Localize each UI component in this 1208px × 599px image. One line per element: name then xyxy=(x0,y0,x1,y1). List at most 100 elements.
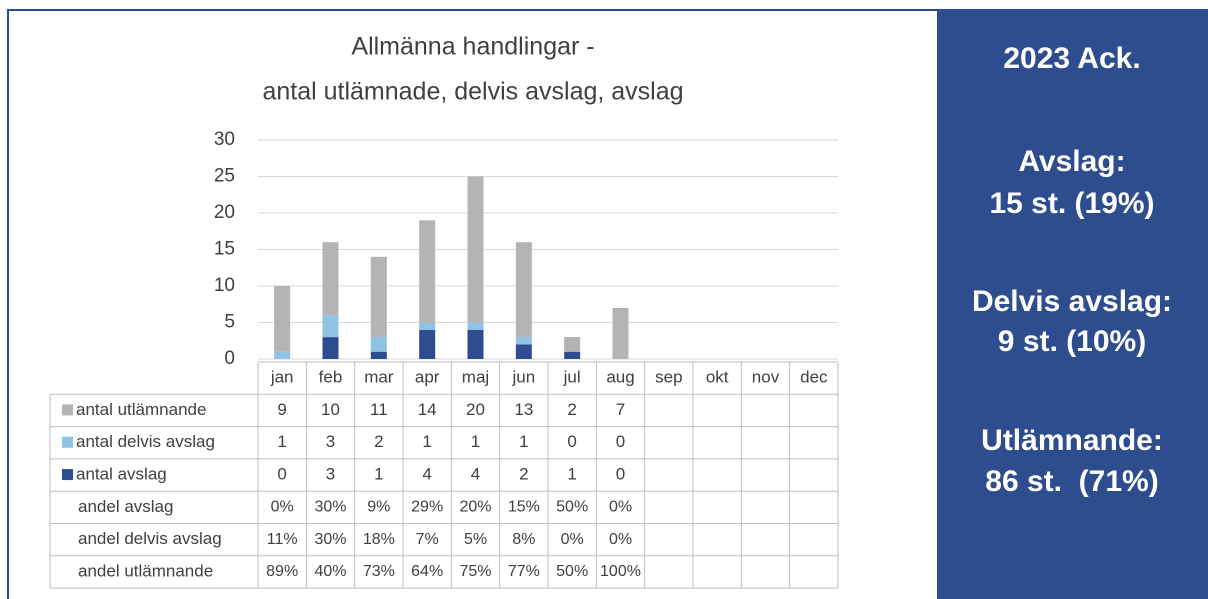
sidebar-value: 9 st. (10%) xyxy=(998,325,1146,358)
sidebar-label: Avslag: xyxy=(1018,145,1125,178)
y-tick-label: 10 xyxy=(214,275,235,296)
table-cell: 1 xyxy=(374,465,383,484)
table-cell: 9% xyxy=(367,499,390,516)
table-cell: 30% xyxy=(314,499,346,516)
y-tick-label: 5 xyxy=(224,312,235,333)
bar xyxy=(612,307,629,359)
bar xyxy=(564,337,581,352)
legend-swatch xyxy=(62,436,73,448)
x-tick-label: maj xyxy=(462,368,489,387)
sidebar-label: Utlämnande: xyxy=(981,424,1163,457)
sidebar-value: 86 st. (71%) xyxy=(985,465,1158,498)
x-tick-label: jun xyxy=(511,368,535,387)
table-cell: 100% xyxy=(600,563,641,580)
table-cell: 77% xyxy=(508,563,540,580)
table-cell: 50% xyxy=(556,563,588,580)
table-cell: 0% xyxy=(271,499,294,516)
row-label: andel utlämnande xyxy=(78,561,213,580)
table-cell: 13 xyxy=(514,400,533,419)
bar xyxy=(322,242,339,316)
legend-label: antal delvis avslag xyxy=(76,432,215,451)
table-cell: 1 xyxy=(471,432,480,451)
y-tick-label: 0 xyxy=(224,348,235,369)
chart-title: Allmänna handlingar - xyxy=(351,33,594,61)
table-cell: 11 xyxy=(370,400,388,419)
table-cell: 15% xyxy=(508,499,540,516)
row-label: andel delvis avslag xyxy=(78,529,222,548)
row-label: andel avslag xyxy=(78,497,173,516)
table-cell: 89% xyxy=(266,563,298,580)
x-tick-label: jan xyxy=(270,368,294,387)
table-cell: 2 xyxy=(519,465,528,484)
table-cell: 4 xyxy=(422,465,431,484)
table-cell: 0 xyxy=(277,465,286,484)
table-cell: 20% xyxy=(459,499,491,516)
table-cell: 10 xyxy=(321,400,340,419)
sidebar-value: 15 st. (19%) xyxy=(989,187,1154,220)
sidebar xyxy=(937,10,1208,599)
table-cell: 0% xyxy=(561,531,584,548)
y-tick-label: 25 xyxy=(214,166,235,187)
table-cell: 7 xyxy=(616,400,625,419)
x-tick-label: aug xyxy=(606,368,634,387)
x-tick-label: nov xyxy=(752,368,780,387)
y-tick-label: 30 xyxy=(214,129,235,150)
bar xyxy=(419,322,436,330)
x-tick-label: mar xyxy=(364,368,394,387)
bar xyxy=(322,315,339,338)
bar xyxy=(274,286,291,352)
table-cell: 0 xyxy=(616,432,625,451)
table-cell: 75% xyxy=(459,563,491,580)
table-cell: 1 xyxy=(519,432,528,451)
y-tick-label: 15 xyxy=(214,239,235,260)
bar xyxy=(515,242,532,338)
table-cell: 3 xyxy=(326,465,335,484)
bar xyxy=(467,176,484,323)
bar xyxy=(467,322,484,330)
table-cell: 40% xyxy=(314,563,346,580)
table-cell: 0% xyxy=(609,531,632,548)
chart-title: antal utlämnade, delvis avslag, avslag xyxy=(262,78,683,106)
x-tick-label: dec xyxy=(800,368,828,387)
table-cell: 8% xyxy=(512,531,535,548)
table-cell: 0% xyxy=(609,499,632,516)
x-tick-label: feb xyxy=(319,368,343,387)
legend-swatch xyxy=(62,404,73,416)
table-cell: 1 xyxy=(277,432,286,451)
sidebar-label: Delvis avslag: xyxy=(972,285,1172,318)
x-tick-label: apr xyxy=(415,368,440,387)
bar xyxy=(370,337,387,352)
table-cell: 50% xyxy=(556,499,588,516)
table-cell: 14 xyxy=(418,400,437,419)
legend-label: antal avslag xyxy=(76,465,167,484)
table-cell: 18% xyxy=(363,531,395,548)
table-cell: 5% xyxy=(464,531,487,548)
table-cell: 0 xyxy=(616,465,625,484)
bar xyxy=(370,256,387,338)
table-cell: 0 xyxy=(567,432,576,451)
x-tick-label: okt xyxy=(706,368,729,387)
legend-swatch xyxy=(62,469,73,481)
table-cell: 2 xyxy=(567,400,576,419)
bar xyxy=(419,220,436,323)
x-tick-label: sep xyxy=(655,368,682,387)
bar xyxy=(467,329,484,359)
table-cell: 7% xyxy=(416,531,439,548)
table-cell: 30% xyxy=(314,531,346,548)
table-cell: 20 xyxy=(466,400,485,419)
bar xyxy=(564,351,581,359)
bar xyxy=(274,351,291,359)
bar xyxy=(322,337,339,359)
sidebar-heading: 2023 Ack. xyxy=(1003,42,1140,75)
table-cell: 3 xyxy=(326,432,335,451)
bar xyxy=(515,337,532,345)
frame xyxy=(7,9,1208,599)
y-tick-label: 20 xyxy=(214,202,235,223)
table-cell: 4 xyxy=(471,465,480,484)
table-cell: 9 xyxy=(277,400,286,419)
x-tick-label: jul xyxy=(563,368,581,387)
bar xyxy=(370,351,387,359)
table-cell: 64% xyxy=(411,563,443,580)
table-cell: 2 xyxy=(374,432,383,451)
